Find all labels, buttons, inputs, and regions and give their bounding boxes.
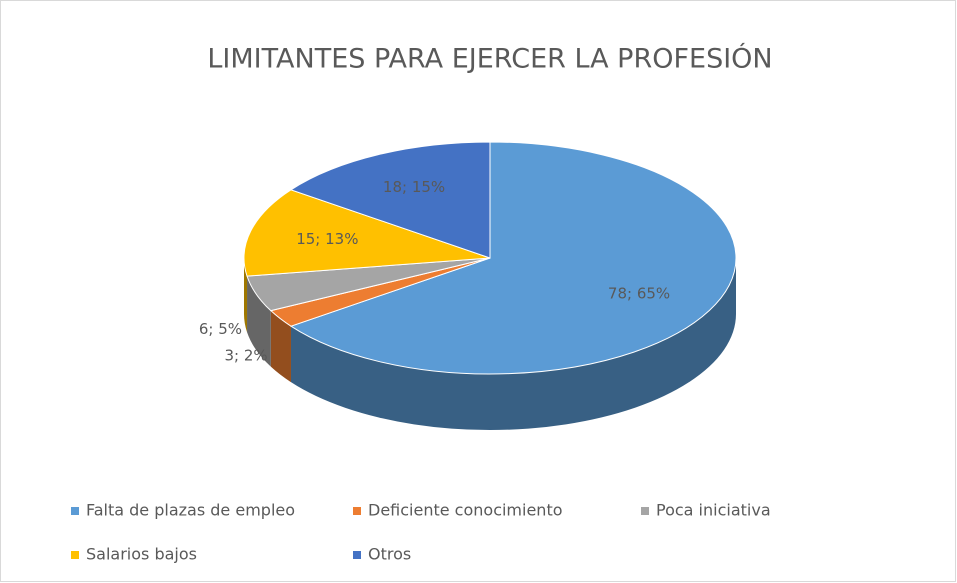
pie-slice [289, 141, 737, 375]
chart-title: LIMITANTES PARA EJERCER LA PROFESIÓN [207, 43, 772, 75]
legend-label: Falta de plazas de empleo [86, 501, 295, 520]
data-label: 78; 65% [608, 284, 670, 302]
pie-side [244, 258, 248, 333]
legend-label: Poca iniciativa [656, 501, 771, 520]
data-label: 6; 5% [199, 320, 242, 338]
legend-label: Salarios bajos [86, 545, 197, 564]
pie-slice [289, 141, 491, 259]
pie-side [247, 276, 271, 367]
legend-label: Otros [368, 545, 411, 564]
data-label: 3; 2% [224, 346, 267, 364]
data-label: 15; 13% [296, 230, 358, 248]
legend-swatch [353, 507, 361, 515]
legend-swatch [71, 507, 79, 515]
data-labels: 78; 65% 3; 2% 6; 5% 15; 13% 18; 15% [199, 178, 670, 364]
legend: Falta de plazas de empleo Deficiente cono… [71, 501, 771, 564]
pie-slice [243, 189, 491, 277]
pie-side [290, 258, 736, 430]
pie-side [270, 310, 291, 383]
pie-tops [243, 141, 737, 375]
legend-label: Deficiente conocimiento [368, 501, 563, 520]
legend-swatch [353, 551, 361, 559]
data-label: 18; 15% [383, 178, 445, 196]
legend-swatch [641, 507, 649, 515]
pie-sides [244, 258, 736, 430]
legend-swatch [71, 551, 79, 559]
